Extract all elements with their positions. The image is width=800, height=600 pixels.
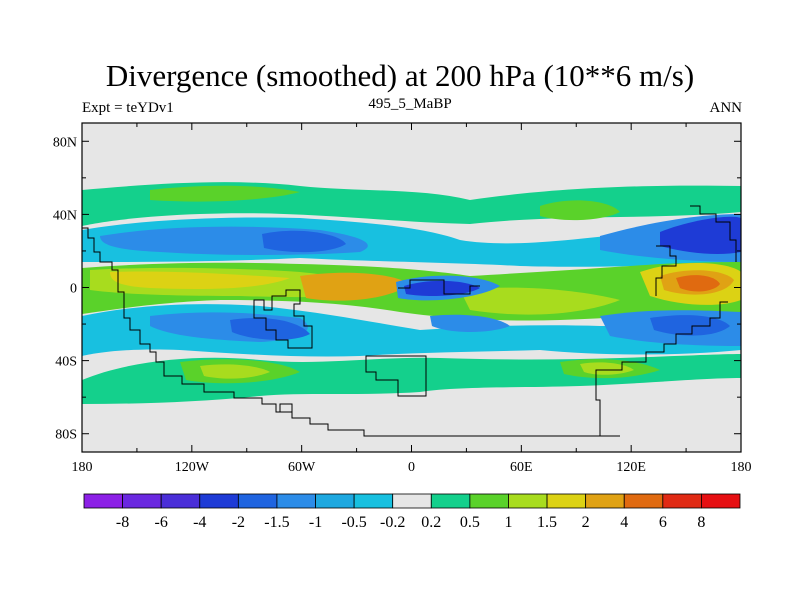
colorbar-swatch bbox=[701, 493, 741, 509]
colorbar-label: -6 bbox=[155, 514, 168, 531]
colorbar-swatch bbox=[83, 493, 123, 509]
y-tick-label: 40S bbox=[55, 355, 77, 370]
contour-region bbox=[676, 275, 720, 292]
contour-region bbox=[660, 216, 741, 254]
colorbar-label: -8 bbox=[116, 514, 129, 531]
season-label: ANN bbox=[709, 100, 743, 116]
contour-region bbox=[460, 287, 620, 315]
colorbar-label: -1.5 bbox=[264, 514, 289, 531]
contour-region bbox=[580, 362, 634, 375]
colorbar-label: -0.5 bbox=[341, 514, 366, 531]
chart-title: Divergence (smoothed) at 200 hPa (10**6 … bbox=[105, 58, 695, 93]
contour-region bbox=[404, 280, 480, 296]
colorbar-label: 4 bbox=[620, 514, 628, 531]
x-tick-label: 120E bbox=[616, 460, 646, 475]
contour-region bbox=[200, 364, 270, 379]
colorbar-label: 8 bbox=[697, 514, 705, 531]
colorbar-swatch bbox=[430, 493, 471, 509]
colorbar-swatch bbox=[353, 493, 394, 509]
contour-region bbox=[430, 314, 510, 332]
colorbar-swatch bbox=[276, 493, 316, 509]
plot-area bbox=[82, 123, 741, 452]
experiment-label: Expt = teYDv1 bbox=[82, 100, 174, 116]
colorbar-swatch bbox=[237, 493, 278, 509]
colorbar-swatch bbox=[662, 493, 702, 509]
colorbar-swatch bbox=[623, 493, 664, 509]
x-axis: 180 120W 60W 0 60E 120E 180 bbox=[72, 123, 752, 475]
colorbar-swatch bbox=[508, 493, 548, 509]
x-tick-label: 180 bbox=[731, 460, 752, 475]
colorbar-swatch bbox=[546, 493, 587, 509]
contour-region bbox=[150, 185, 300, 202]
y-tick-label: 40N bbox=[53, 208, 77, 223]
colorbar-label: 1.5 bbox=[537, 514, 557, 531]
colorbar: -8 -6 -4 -2 -1.5 -1 -0.5 -0.2 0.2 0.5 1 1.5 2 4 6 8 bbox=[83, 493, 741, 531]
coastline bbox=[82, 205, 737, 437]
contour-region bbox=[230, 317, 310, 340]
x-tick-label: 60E bbox=[510, 460, 533, 475]
colorbar-swatch bbox=[469, 493, 509, 509]
y-tick-label: 80S bbox=[55, 428, 77, 443]
contour-region bbox=[300, 272, 410, 301]
colorbar-swatch bbox=[392, 493, 432, 509]
x-tick-label: 0 bbox=[408, 460, 415, 475]
colorbar-label: 0.5 bbox=[460, 514, 480, 531]
colorbar-label: 0.2 bbox=[421, 514, 441, 531]
y-tick-label: 80N bbox=[53, 135, 77, 150]
colorbar-label: 6 bbox=[659, 514, 667, 531]
colorbar-label: -0.2 bbox=[380, 514, 405, 531]
colorbar-swatch bbox=[160, 493, 201, 509]
colorbar-label: 1 bbox=[504, 514, 512, 531]
colorbar-swatch bbox=[122, 493, 162, 509]
colorbar-swatch bbox=[315, 493, 355, 509]
contour-region bbox=[540, 200, 620, 221]
contour-fields bbox=[82, 182, 741, 404]
colorbar-swatch bbox=[199, 493, 239, 509]
x-tick-label: 120W bbox=[175, 460, 210, 475]
colorbar-label: -2 bbox=[232, 514, 245, 531]
x-tick-label: 60W bbox=[288, 460, 316, 475]
period-label: 495_5_MaBP bbox=[368, 96, 452, 112]
colorbar-label: -1 bbox=[309, 514, 322, 531]
colorbar-label: -4 bbox=[193, 514, 206, 531]
x-tick-label: 180 bbox=[72, 460, 93, 475]
colorbar-swatch bbox=[585, 493, 625, 509]
y-axis: 80N 40N 0 40S 80S bbox=[53, 135, 741, 443]
contour-region bbox=[262, 230, 346, 253]
contour-region bbox=[110, 271, 290, 289]
colorbar-label: 2 bbox=[582, 514, 590, 531]
y-tick-label: 0 bbox=[70, 282, 77, 297]
